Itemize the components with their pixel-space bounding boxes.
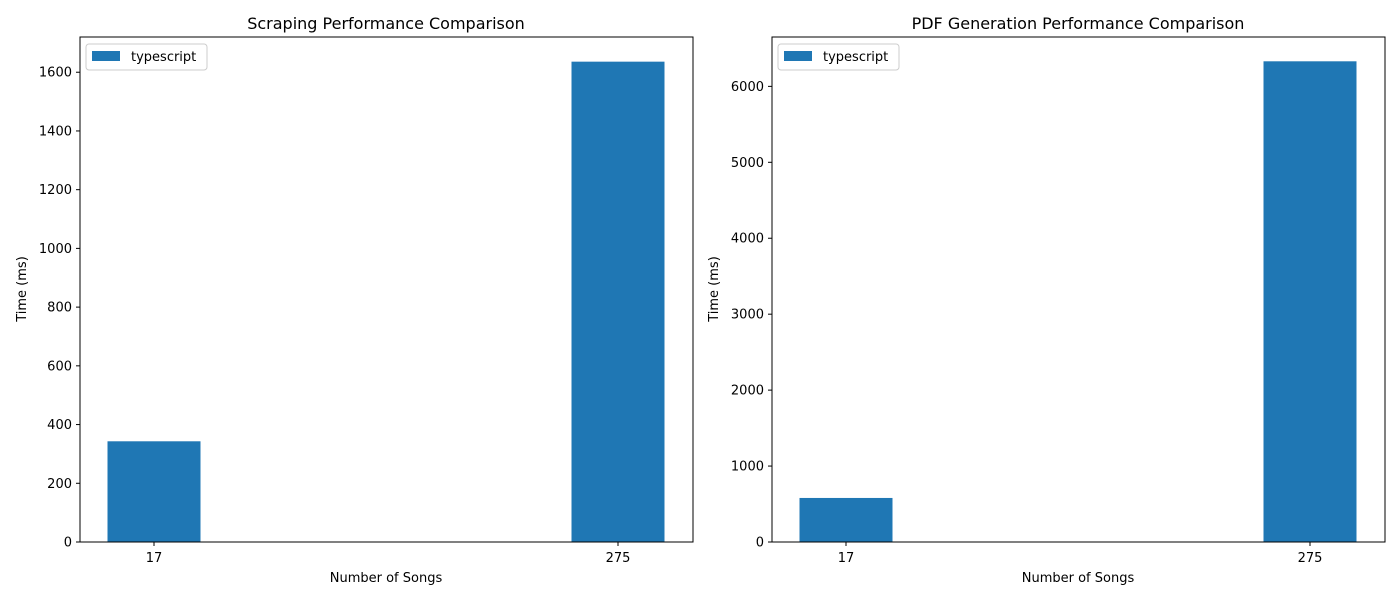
x-ticks: 17 275 xyxy=(146,542,631,566)
x-ticks: 17 275 xyxy=(838,542,1323,566)
chart-title: PDF Generation Performance Comparison xyxy=(912,14,1245,33)
legend-swatch xyxy=(784,51,812,61)
y-tick-label: 1600 xyxy=(39,66,72,81)
x-axis-label: Number of Songs xyxy=(1022,571,1135,586)
x-tick-label: 275 xyxy=(1298,551,1323,566)
y-tick-label: 600 xyxy=(47,359,72,374)
chart-panel-scraping: Scraping Performance Comparison Number o… xyxy=(15,14,694,586)
y-tick-label: 800 xyxy=(47,301,72,316)
chart-panel-pdf-generation: PDF Generation Performance Comparison Nu… xyxy=(707,14,1386,586)
plot-frame xyxy=(771,36,1386,543)
y-ticks: 0 1000 2000 3000 4000 5000 6000 xyxy=(731,80,772,551)
y-tick-label: 2000 xyxy=(731,384,764,399)
x-axis-label: Number of Songs xyxy=(330,571,443,586)
legend-label: typescript xyxy=(823,50,888,65)
bar-17 xyxy=(799,497,893,542)
chart-title: Scraping Performance Comparison xyxy=(247,14,525,33)
y-axis-label: Time (ms) xyxy=(707,256,722,323)
bar-275 xyxy=(571,61,665,543)
y-tick-label: 1200 xyxy=(39,183,72,198)
y-tick-label: 3000 xyxy=(731,308,764,323)
x-tick-label: 17 xyxy=(146,551,163,566)
y-tick-label: 400 xyxy=(47,418,72,433)
bars xyxy=(107,61,665,543)
legend: typescript xyxy=(777,43,900,71)
legend: typescript xyxy=(85,43,208,71)
y-tick-label: 5000 xyxy=(731,156,764,171)
x-tick-label: 17 xyxy=(838,551,855,566)
y-tick-label: 0 xyxy=(64,536,72,551)
bar-275 xyxy=(1263,61,1357,542)
y-tick-label: 200 xyxy=(47,477,72,492)
y-tick-label: 1400 xyxy=(39,124,72,139)
legend-box xyxy=(85,43,208,71)
y-ticks: 0 200 400 600 800 1000 1200 1400 1600 xyxy=(39,66,80,551)
y-tick-label: 6000 xyxy=(731,80,764,95)
legend-swatch xyxy=(92,51,120,61)
x-tick-label: 275 xyxy=(606,551,631,566)
y-tick-label: 1000 xyxy=(39,242,72,257)
y-tick-label: 1000 xyxy=(731,460,764,475)
legend-box xyxy=(777,43,900,71)
y-axis-label: Time (ms) xyxy=(15,256,30,323)
plot-frame xyxy=(79,36,694,543)
bars xyxy=(799,61,1357,542)
y-tick-label: 0 xyxy=(756,536,764,551)
legend-label: typescript xyxy=(131,50,196,65)
bar-17 xyxy=(107,441,201,542)
y-tick-label: 4000 xyxy=(731,232,764,247)
